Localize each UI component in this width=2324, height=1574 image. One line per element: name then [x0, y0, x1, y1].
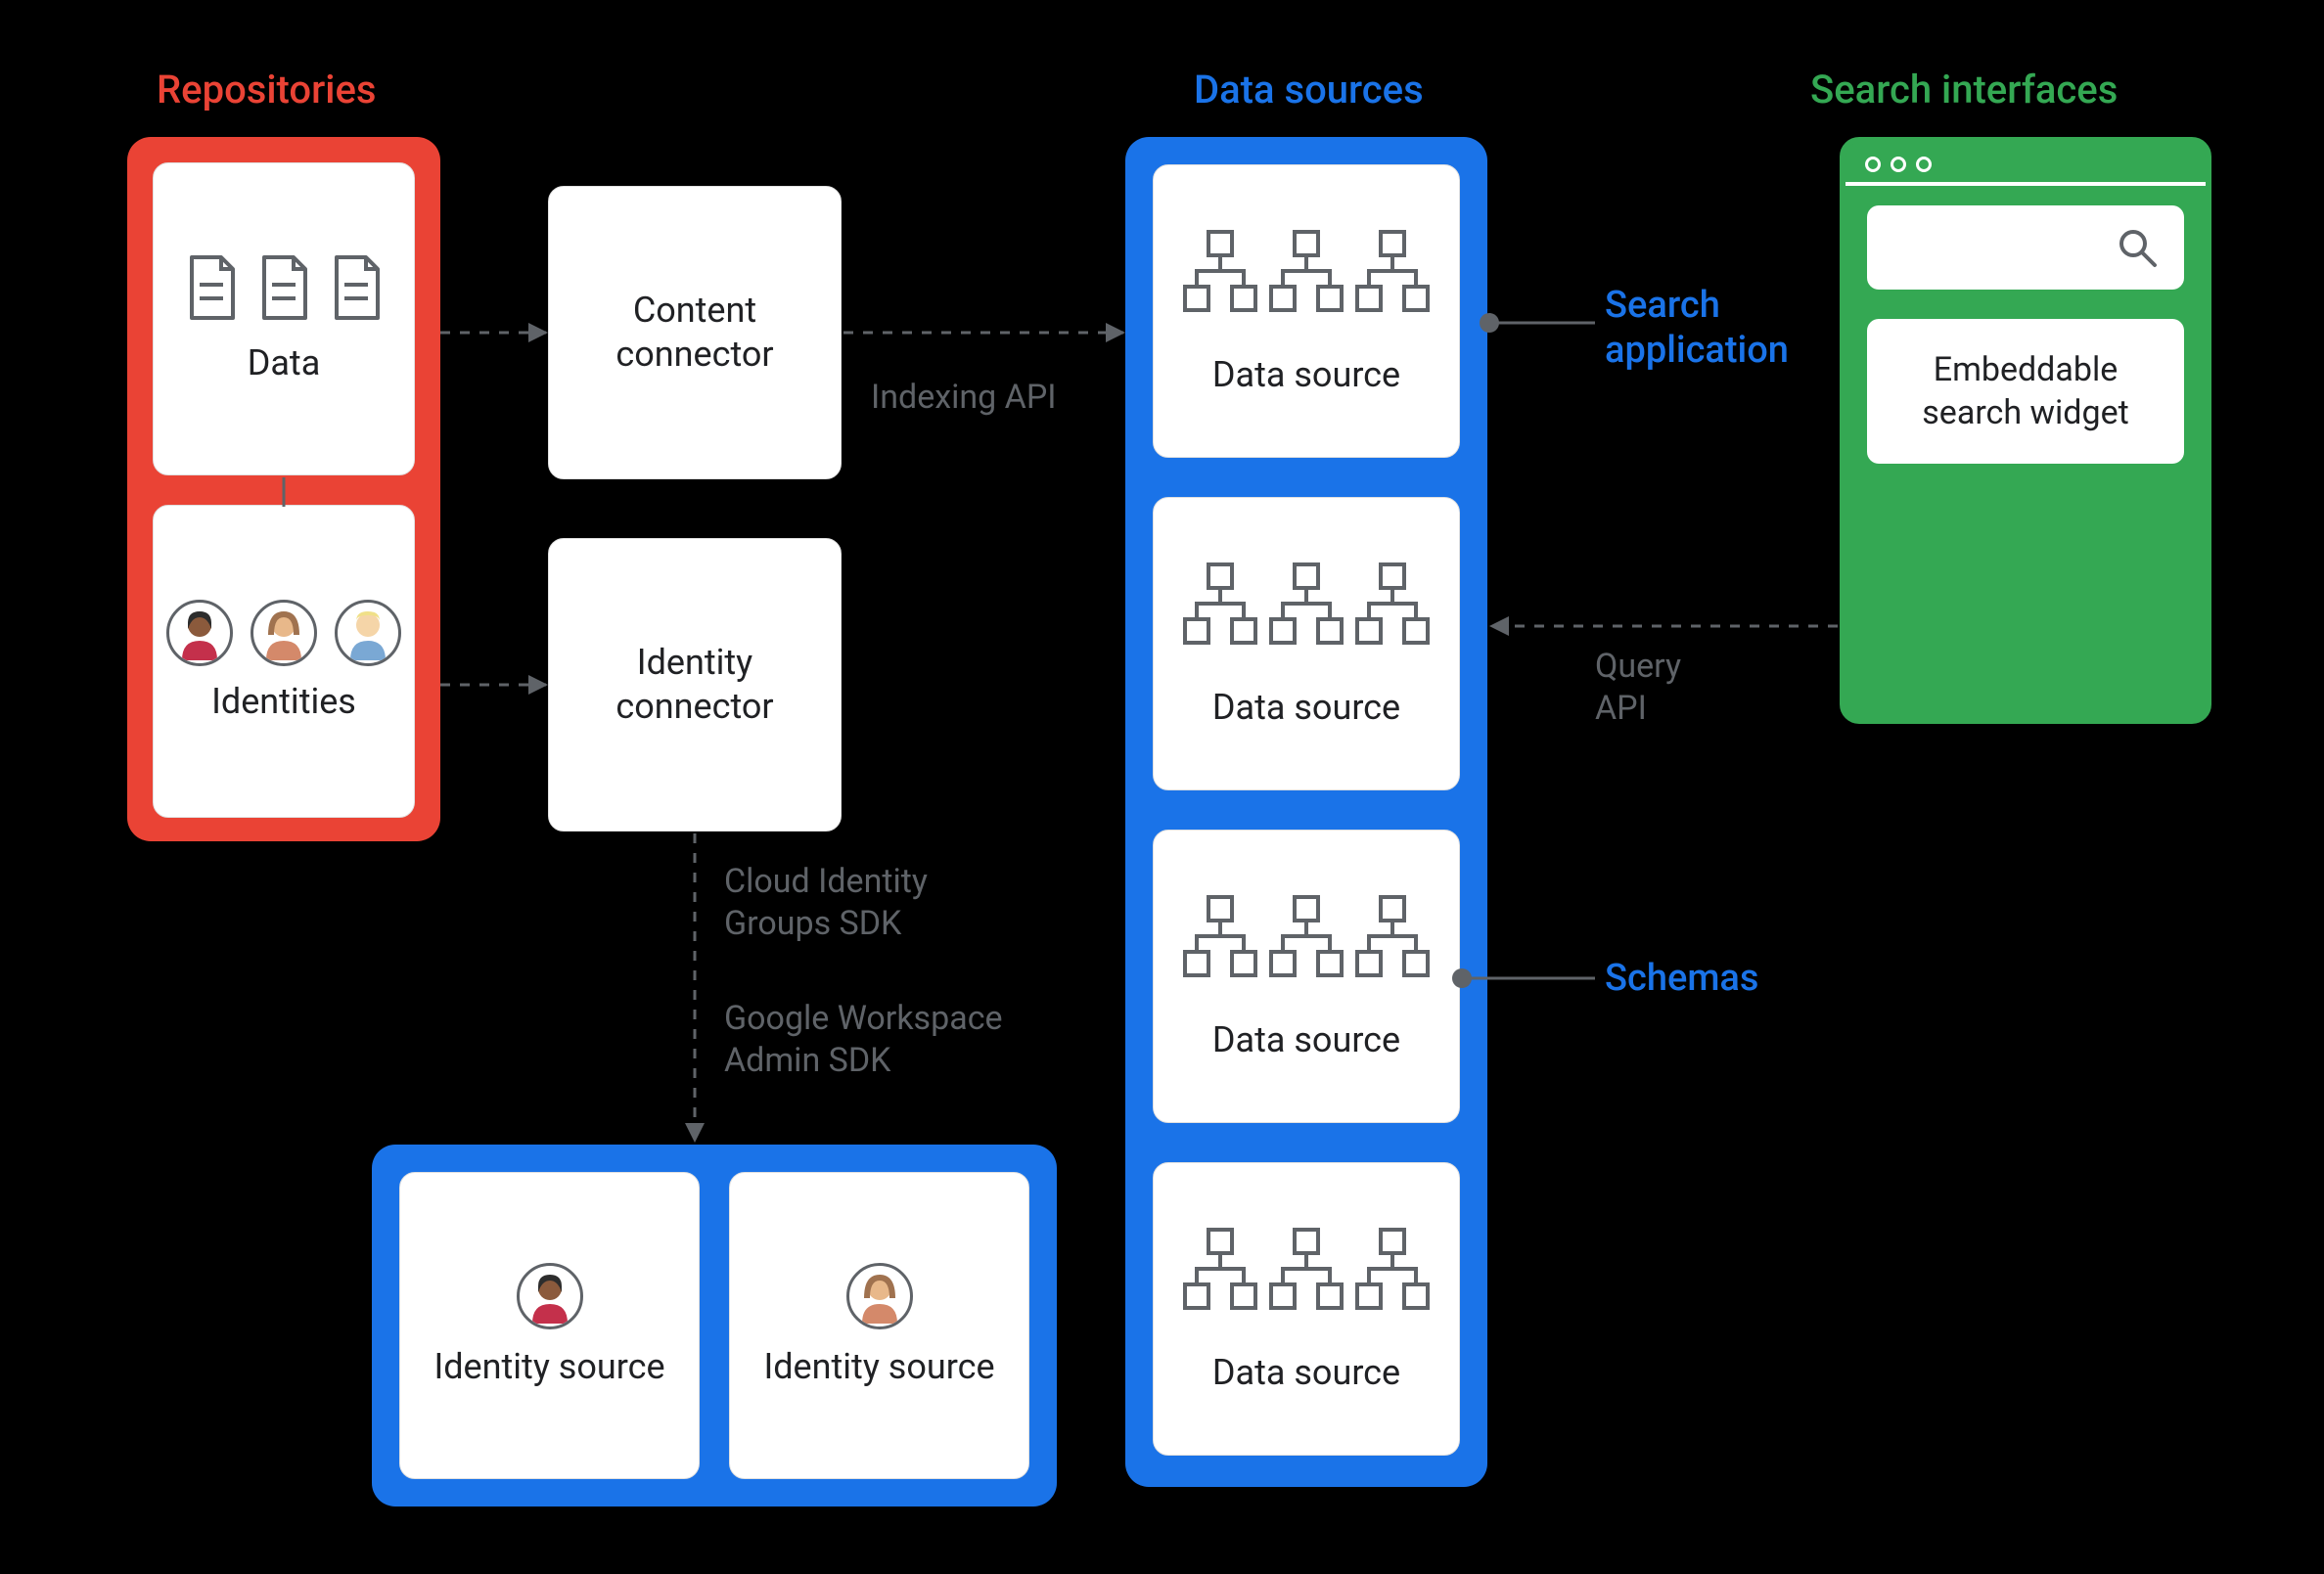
identity-sources-container: Identity source Identity source: [372, 1145, 1057, 1507]
repositories-title: Repositories: [157, 67, 376, 112]
window-dot-icon: [1916, 157, 1932, 172]
identity-connector-label: Identity connector: [549, 641, 841, 729]
cloud-identity-sdk-label: Cloud Identity Groups SDK: [724, 861, 979, 944]
document-icon: [329, 253, 384, 324]
data-source-label: Data source: [1212, 353, 1400, 397]
schemas-annotation: Schemas: [1605, 957, 1758, 1002]
document-icon: [184, 253, 239, 324]
search-interfaces-title: Search interfaces: [1810, 67, 2118, 112]
repo-data-label: Data: [248, 341, 321, 385]
data-source-label: Data source: [1212, 1351, 1400, 1395]
tree-icon: [1179, 891, 1434, 999]
workspace-admin-sdk-label: Google Workspace Admin SDK: [724, 998, 1057, 1081]
window-dot-icon: [1865, 157, 1881, 172]
window-controls: [1846, 143, 2206, 182]
data-source-card: Data source: [1153, 164, 1460, 458]
identity-source-label: Identity source: [734, 1345, 1024, 1389]
identity-source-card: Identity source: [399, 1172, 700, 1479]
data-source-card: Data source: [1153, 1162, 1460, 1456]
document-icons: [184, 253, 384, 324]
data-sources-title: Data sources: [1194, 67, 1424, 112]
content-connector-label: Content connector: [549, 289, 841, 377]
repo-identities-card: Identities: [153, 505, 415, 818]
diagram-canvas: Repositories Data sources Search interfa…: [0, 0, 2324, 1574]
data-source-label: Data source: [1212, 1018, 1400, 1062]
avatar-icon: [166, 600, 233, 666]
identity-connector-card: Identity connector: [548, 538, 842, 832]
query-api-label: Query API: [1595, 646, 1722, 729]
data-source-card: Data source: [1153, 830, 1460, 1123]
search-input-mock: [1867, 205, 2184, 290]
avatar-icon: [335, 600, 401, 666]
repositories-container: Data Identities: [127, 137, 440, 841]
avatar-icon: [517, 1263, 583, 1329]
indexing-api-label: Indexing API: [871, 377, 1057, 419]
window-dot-icon: [1891, 157, 1906, 172]
search-icon: [2116, 226, 2159, 269]
identity-source-label: Identity source: [404, 1345, 694, 1389]
data-source-label: Data source: [1212, 686, 1400, 730]
content-connector-card: Content connector: [548, 186, 842, 479]
window-divider: [1846, 182, 2206, 186]
avatar-icon: [251, 600, 317, 666]
data-source-card: Data source: [1153, 497, 1460, 790]
tree-icon: [1179, 226, 1434, 334]
avatar-icons: [166, 600, 401, 666]
avatar-icon: [846, 1263, 913, 1329]
search-interface-window: Embeddable search widget: [1840, 137, 2211, 724]
data-sources-container: Data source Data source Data source Data…: [1125, 137, 1487, 1487]
search-widget-label: Embeddable search widget: [1922, 350, 2128, 432]
tree-icon: [1179, 559, 1434, 666]
tree-icon: [1179, 1224, 1434, 1331]
search-widget-card: Embeddable search widget: [1867, 319, 2184, 464]
repo-identities-label: Identities: [211, 680, 356, 724]
document-icon: [256, 253, 311, 324]
repo-data-card: Data: [153, 162, 415, 475]
identity-source-card: Identity source: [729, 1172, 1029, 1479]
search-application-annotation: Search application: [1605, 284, 1820, 373]
